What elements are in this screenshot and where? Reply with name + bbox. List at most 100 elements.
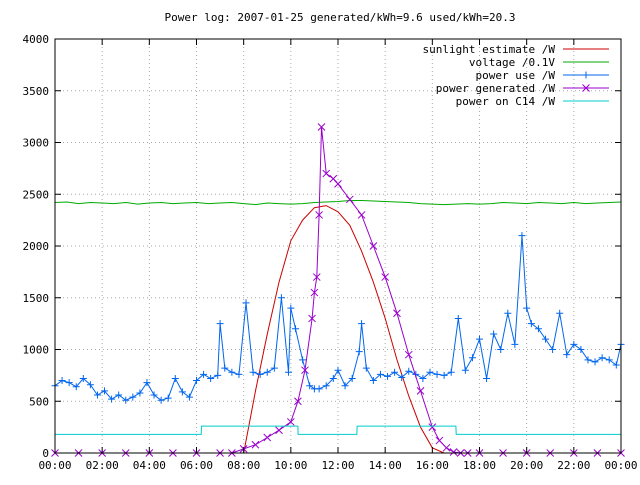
y-tick-label: 0 bbox=[42, 447, 49, 460]
y-tick-label: 3500 bbox=[23, 85, 50, 98]
data-point bbox=[577, 346, 585, 353]
data-point bbox=[216, 320, 224, 328]
x-tick-label: 00:00 bbox=[38, 459, 71, 472]
legend-label: power generated /W bbox=[436, 82, 556, 95]
data-point bbox=[449, 448, 458, 456]
data-point bbox=[270, 364, 278, 372]
y-tick-label: 500 bbox=[29, 395, 49, 408]
data-point bbox=[292, 325, 300, 333]
data-point bbox=[193, 377, 200, 385]
data-point bbox=[299, 356, 307, 364]
x-tick-label: 06:00 bbox=[180, 459, 213, 472]
y-tick-label: 1500 bbox=[23, 292, 50, 305]
data-point bbox=[358, 320, 366, 328]
data-point bbox=[369, 242, 378, 250]
data-point bbox=[442, 443, 451, 452]
data-point bbox=[497, 346, 505, 353]
y-tick-label: 2500 bbox=[23, 188, 50, 201]
data-point bbox=[263, 433, 272, 442]
data-point bbox=[171, 374, 179, 382]
x-tick-label: 00:00 bbox=[604, 459, 637, 472]
data-point bbox=[312, 273, 321, 281]
data-point bbox=[185, 393, 193, 401]
data-point bbox=[207, 374, 215, 382]
data-point bbox=[301, 366, 309, 375]
data-point bbox=[398, 373, 406, 381]
data-point bbox=[416, 387, 425, 395]
data-point bbox=[143, 379, 151, 387]
series-layer bbox=[51, 123, 625, 457]
data-point bbox=[405, 367, 413, 375]
x-tick-label: 14:00 bbox=[369, 459, 402, 472]
data-point bbox=[310, 288, 319, 297]
series-2 bbox=[51, 232, 625, 404]
chart-title: Power log: 2007-01-25 generated/kWh=9.6 … bbox=[165, 11, 516, 24]
data-point bbox=[136, 389, 144, 397]
legend-label: power on C14 /W bbox=[456, 95, 556, 108]
data-point bbox=[256, 370, 264, 378]
x-tick-label: 02:00 bbox=[86, 459, 119, 472]
data-point bbox=[447, 368, 455, 376]
legend-label: power use /W bbox=[476, 69, 556, 82]
data-point bbox=[454, 314, 462, 322]
data-point bbox=[294, 397, 302, 406]
data-point bbox=[235, 370, 243, 378]
data-point bbox=[275, 426, 283, 435]
data-point bbox=[334, 180, 342, 188]
grid-lines bbox=[55, 39, 621, 453]
legend-marker bbox=[582, 71, 590, 79]
data-point bbox=[345, 195, 354, 204]
data-point bbox=[527, 320, 535, 328]
data-point bbox=[542, 335, 550, 343]
data-point bbox=[249, 368, 257, 376]
data-point bbox=[511, 340, 519, 348]
data-point bbox=[93, 391, 101, 399]
data-point bbox=[322, 382, 330, 390]
data-point bbox=[435, 436, 444, 445]
data-point bbox=[200, 370, 208, 378]
data-point bbox=[461, 366, 469, 374]
data-point bbox=[549, 346, 557, 353]
data-point bbox=[384, 372, 392, 380]
data-point bbox=[306, 382, 314, 390]
data-point bbox=[150, 391, 158, 399]
x-tick-label: 08:00 bbox=[227, 459, 260, 472]
data-point bbox=[523, 304, 531, 312]
data-point bbox=[79, 374, 87, 382]
data-point bbox=[277, 294, 285, 302]
x-tick-label: 22:00 bbox=[557, 459, 590, 472]
legend-label: voltage /0.1V bbox=[469, 56, 555, 69]
data-point bbox=[357, 211, 366, 219]
series-0 bbox=[220, 205, 456, 454]
data-point bbox=[315, 211, 323, 219]
data-point bbox=[468, 354, 476, 362]
x-tick-label: 20:00 bbox=[510, 459, 543, 472]
x-tick-label: 04:00 bbox=[133, 459, 166, 472]
y-tick-label: 3000 bbox=[23, 137, 50, 150]
data-point bbox=[228, 368, 236, 376]
data-point bbox=[308, 314, 316, 323]
data-point bbox=[440, 371, 448, 379]
series-line bbox=[54, 200, 622, 206]
legend-label: sunlight estimate /W bbox=[423, 43, 556, 56]
y-tick-label: 4000 bbox=[23, 33, 50, 46]
data-point bbox=[476, 335, 483, 343]
data-point bbox=[72, 383, 80, 391]
series-line bbox=[55, 425, 621, 435]
data-point bbox=[426, 368, 434, 376]
data-point bbox=[362, 364, 370, 372]
data-point bbox=[157, 396, 165, 404]
series-3 bbox=[51, 123, 625, 457]
data-point bbox=[428, 423, 437, 431]
data-point bbox=[612, 361, 620, 369]
data-point bbox=[341, 382, 349, 390]
data-point bbox=[483, 374, 491, 382]
data-point bbox=[164, 394, 172, 402]
data-point bbox=[251, 440, 260, 449]
data-point bbox=[534, 325, 542, 333]
data-point bbox=[404, 350, 413, 359]
data-point bbox=[263, 368, 271, 376]
data-point bbox=[584, 356, 592, 364]
